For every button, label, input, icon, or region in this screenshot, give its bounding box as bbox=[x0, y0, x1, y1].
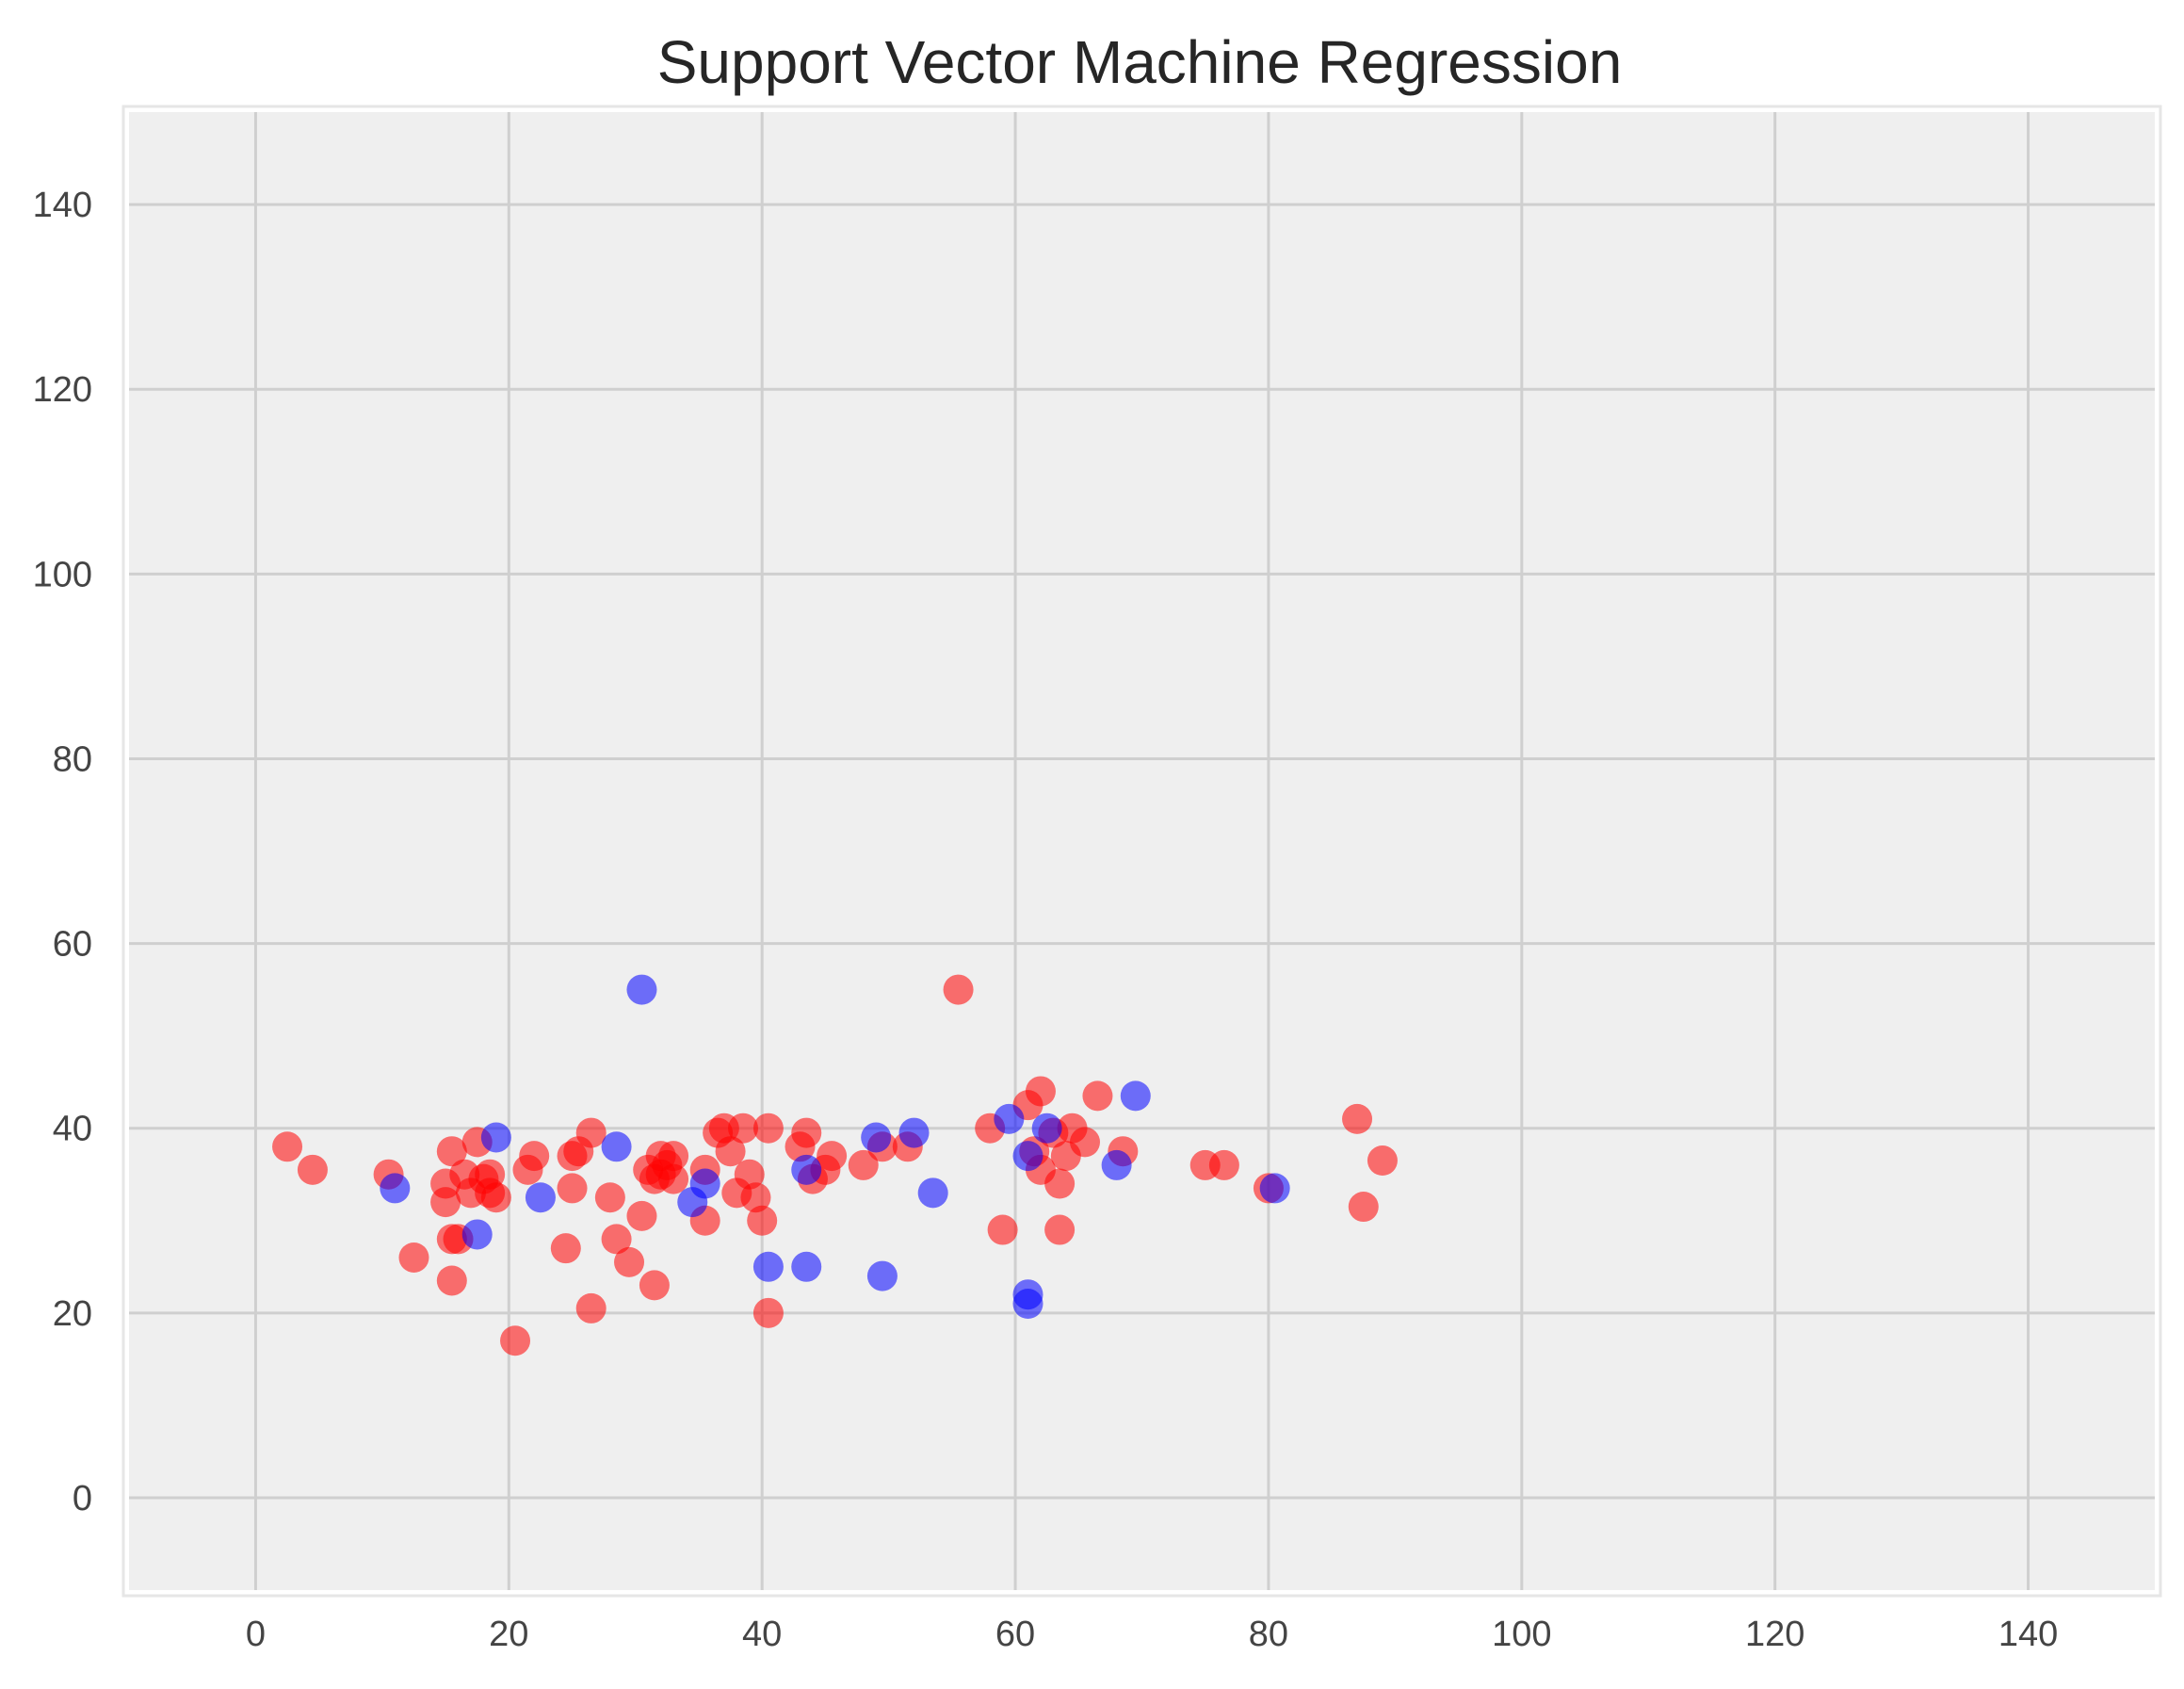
scatter-point-series-2 bbox=[861, 1122, 892, 1153]
scatter-point-series-2 bbox=[525, 1182, 556, 1213]
scatter-point-series-2 bbox=[866, 1260, 898, 1291]
scatter-point-series-2 bbox=[1012, 1141, 1043, 1172]
scatter-point-series-1 bbox=[626, 1200, 657, 1231]
scatter-point-series-1 bbox=[658, 1163, 689, 1194]
scatter-point-series-2 bbox=[1120, 1080, 1151, 1112]
x-tick-label: 60 bbox=[995, 1615, 1035, 1654]
scatter-point-series-1 bbox=[575, 1117, 607, 1148]
scatter-point-series-2 bbox=[380, 1173, 411, 1204]
scatter-point-series-1 bbox=[740, 1182, 771, 1213]
scatter-point-series-1 bbox=[475, 1159, 506, 1190]
y-tick-label: 100 bbox=[33, 555, 92, 594]
scatter-point-series-1 bbox=[1025, 1076, 1056, 1107]
scatter-point-series-2 bbox=[601, 1131, 632, 1162]
scatter-point-series-1 bbox=[430, 1187, 461, 1218]
scatter-point-series-2 bbox=[1101, 1149, 1132, 1180]
scatter-point-series-1 bbox=[398, 1242, 429, 1273]
scatter-point-series-1 bbox=[1208, 1149, 1239, 1180]
gridlines bbox=[129, 112, 2155, 1590]
y-tick-label: 20 bbox=[53, 1294, 92, 1334]
scatter-point-series-1 bbox=[728, 1112, 759, 1144]
scatter-point-series-1 bbox=[639, 1270, 670, 1301]
scatter-point-series-1 bbox=[1348, 1192, 1379, 1223]
scatter-point-series-2 bbox=[1012, 1289, 1043, 1320]
scatter-point-series-2 bbox=[1031, 1112, 1062, 1144]
x-tick-label: 80 bbox=[1249, 1615, 1288, 1654]
y-tick-label: 40 bbox=[53, 1110, 92, 1149]
scatter-point-series-1 bbox=[297, 1154, 328, 1185]
scatter-point-series-2 bbox=[461, 1219, 493, 1250]
scatter-point-series-2 bbox=[994, 1103, 1025, 1134]
scatter-point-series-1 bbox=[436, 1136, 467, 1167]
scatter-point-series-2 bbox=[626, 974, 657, 1005]
scatter-point-series-2 bbox=[917, 1177, 948, 1209]
x-axis-tick-labels: 0 20 40 60 80 100 120 140 bbox=[246, 1615, 2058, 1654]
y-tick-label: 120 bbox=[33, 370, 92, 410]
scatter-point-series-1 bbox=[557, 1173, 588, 1204]
scatter-point-series-2 bbox=[791, 1251, 822, 1282]
x-tick-label: 140 bbox=[1998, 1615, 2058, 1654]
scatter-point-series-2 bbox=[1259, 1173, 1290, 1204]
scatter-point-series-2 bbox=[689, 1168, 720, 1199]
x-tick-label: 40 bbox=[742, 1615, 782, 1654]
scatter-point-series-1 bbox=[550, 1233, 581, 1264]
scatter-point-series-1 bbox=[848, 1149, 879, 1180]
scatter-point-series-1 bbox=[752, 1297, 784, 1328]
scatter-point-series-1 bbox=[272, 1131, 303, 1162]
y-tick-label: 140 bbox=[33, 186, 92, 225]
scatter-point-series-1 bbox=[614, 1246, 645, 1277]
scatter-point-series-1 bbox=[1367, 1145, 1398, 1177]
y-tick-label: 80 bbox=[53, 739, 92, 779]
x-tick-label: 20 bbox=[489, 1615, 528, 1654]
scatter-point-series-1 bbox=[436, 1265, 467, 1296]
scatter-point-series-1 bbox=[715, 1136, 746, 1167]
scatter-point-series-1 bbox=[594, 1182, 625, 1213]
scatter-point-series-1 bbox=[817, 1141, 848, 1172]
chart-title: Support Vector Machine Regression bbox=[657, 28, 1623, 96]
scatter-point-series-1 bbox=[747, 1205, 778, 1236]
x-tick-label: 100 bbox=[1492, 1615, 1551, 1654]
scatter-point-series-2 bbox=[791, 1154, 822, 1185]
scatter-point-series-1 bbox=[752, 1112, 784, 1144]
scatter-point-series-1 bbox=[1342, 1103, 1373, 1134]
scatter-point-series-1 bbox=[1082, 1080, 1113, 1112]
scatter-point-series-1 bbox=[575, 1292, 607, 1324]
x-tick-label: 0 bbox=[246, 1615, 266, 1654]
scatter-point-series-1 bbox=[601, 1224, 632, 1255]
scatter-point-series-1 bbox=[658, 1141, 689, 1172]
scatter-point-series-1 bbox=[1070, 1127, 1101, 1158]
scatter-point-series-1 bbox=[734, 1159, 765, 1190]
scatter-point-series-1 bbox=[987, 1214, 1018, 1245]
scatter-point-series-2 bbox=[898, 1117, 930, 1148]
y-tick-label: 0 bbox=[73, 1479, 92, 1518]
y-axis-tick-labels: 0 20 40 60 80 100 120 140 bbox=[33, 186, 92, 1518]
scatter-point-series-2 bbox=[752, 1251, 784, 1282]
scatter-point-series-1 bbox=[1044, 1168, 1076, 1199]
y-tick-label: 60 bbox=[53, 925, 92, 965]
scatter-point-series-1 bbox=[519, 1141, 550, 1172]
scatter-point-series-1 bbox=[791, 1117, 822, 1148]
x-tick-label: 120 bbox=[1745, 1615, 1804, 1654]
scatter-point-series-2 bbox=[480, 1122, 511, 1153]
scatter-points bbox=[272, 974, 1398, 1356]
scatter-point-series-1 bbox=[480, 1182, 511, 1213]
scatter-point-series-1 bbox=[1044, 1214, 1076, 1245]
scatter-point-series-1 bbox=[943, 974, 974, 1005]
scatter-point-series-1 bbox=[500, 1325, 531, 1356]
plot-area bbox=[129, 112, 2155, 1590]
